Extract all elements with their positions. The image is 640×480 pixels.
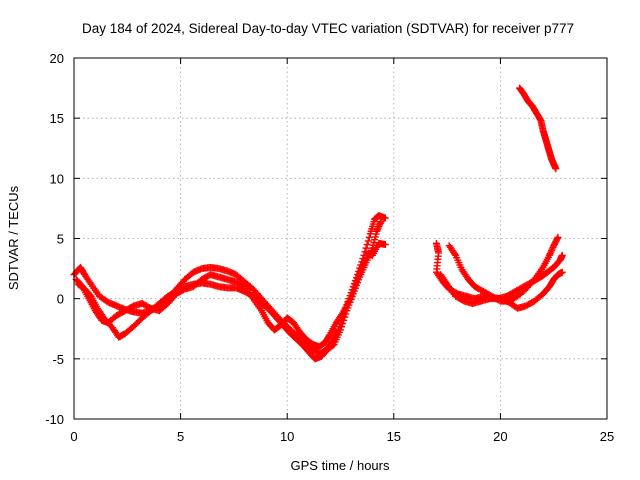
chart-title: Day 184 of 2024, Sidereal Day-to-day VTE… (82, 21, 574, 36)
data-point (552, 165, 560, 173)
y-tick-label: -5 (52, 352, 64, 367)
data-point (545, 251, 553, 259)
data-point (362, 244, 370, 252)
data-point (548, 245, 556, 253)
data-point (375, 222, 383, 230)
data-point (554, 233, 562, 241)
data-point (338, 311, 346, 319)
data-point (553, 235, 561, 243)
y-tick-label: 15 (50, 111, 64, 126)
y-tick-label: 10 (50, 171, 64, 186)
data-point (373, 226, 381, 234)
data-point (338, 323, 346, 331)
data-point (377, 218, 385, 226)
data-point (361, 248, 369, 256)
data-point (558, 268, 566, 276)
series-track-g (516, 84, 560, 173)
data-point (381, 214, 389, 222)
data-point (374, 224, 382, 232)
x-tick-label: 10 (280, 429, 294, 444)
y-tick-label: 0 (57, 292, 64, 307)
x-tick-label: 25 (600, 429, 614, 444)
series-track-f (437, 251, 566, 307)
x-tick-label: 20 (493, 429, 507, 444)
axis-ticks: 0 5 10 15 20 25 -10 -5 0 5 10 15 20 (45, 51, 614, 444)
y-axis-label: SDTVAR / TECUs (6, 185, 21, 290)
data-point (86, 279, 94, 287)
x-tick-label: 0 (70, 429, 77, 444)
data-point (451, 250, 459, 258)
series-track-e (445, 233, 562, 305)
data-point (373, 227, 381, 235)
grid (74, 58, 607, 419)
series-track-c (72, 239, 389, 351)
data-marks (70, 84, 566, 363)
data-point (547, 248, 555, 256)
series-track-b (74, 218, 385, 363)
y-tick-label: 20 (50, 51, 64, 66)
data-point (548, 247, 556, 255)
data-point (365, 233, 373, 241)
data-point (363, 241, 371, 249)
data-point (339, 320, 347, 328)
data-point (442, 279, 450, 287)
x-axis-label: GPS time / hours (291, 458, 390, 473)
y-tick-label: 5 (57, 232, 64, 247)
data-point (340, 316, 348, 324)
data-point (381, 241, 389, 249)
data-point (546, 250, 554, 258)
data-point (337, 326, 344, 334)
data-point (364, 237, 372, 245)
data-point (558, 251, 566, 259)
data-point (376, 221, 384, 229)
x-tick-label: 5 (177, 429, 184, 444)
data-point (376, 219, 384, 227)
x-tick-label: 15 (387, 429, 401, 444)
y-tick-label: -10 (45, 412, 64, 427)
